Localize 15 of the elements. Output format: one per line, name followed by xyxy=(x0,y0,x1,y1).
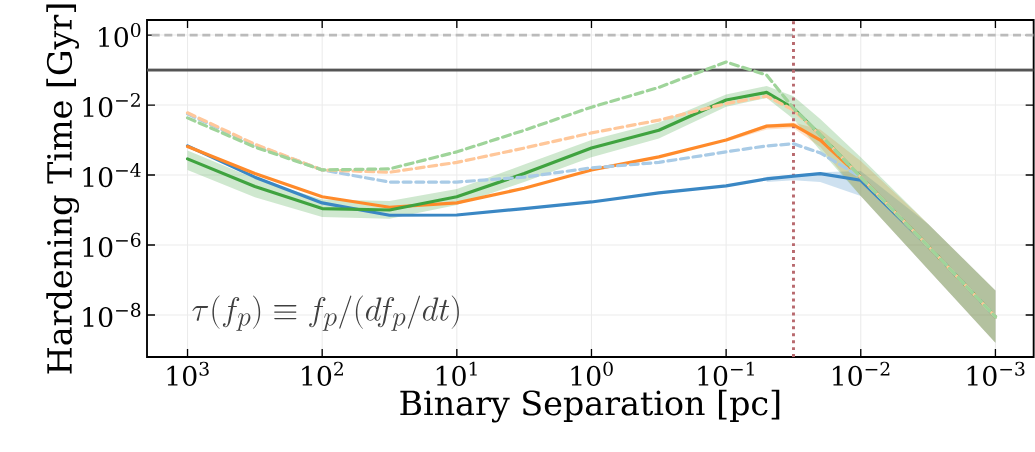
y-tick-label: 10$^{−4}$ xyxy=(83,162,141,188)
y-tick-label: 10$^{−2}$ xyxy=(83,92,140,118)
x-tick-label: 10$^{2}$ xyxy=(302,361,343,386)
x-tick-label: 10$^{−1}$ xyxy=(698,361,754,386)
x-tick-label: 10$^{−2}$ xyxy=(832,361,890,386)
x-tick-label: 10$^{3}$ xyxy=(167,361,209,386)
y-tick-label: 10$^{0}$ xyxy=(99,22,141,48)
y-axis-title: Hardening Time [Gyr] xyxy=(46,4,80,374)
annotation: $\tau(f_p) \equiv f_p/(df_p/dt)$ xyxy=(192,295,459,331)
x-tick-label: 10$^{−3}$ xyxy=(967,361,1025,386)
x-axis-title: Binary Separation [pc] xyxy=(400,389,780,423)
x-tick-label: 10$^{0}$ xyxy=(571,361,613,386)
y-tick-label: 10$^{−8}$ xyxy=(83,302,141,328)
x-tick-label: 10$^{1}$ xyxy=(436,361,477,386)
y-tick-label: 10$^{−6}$ xyxy=(83,232,141,258)
